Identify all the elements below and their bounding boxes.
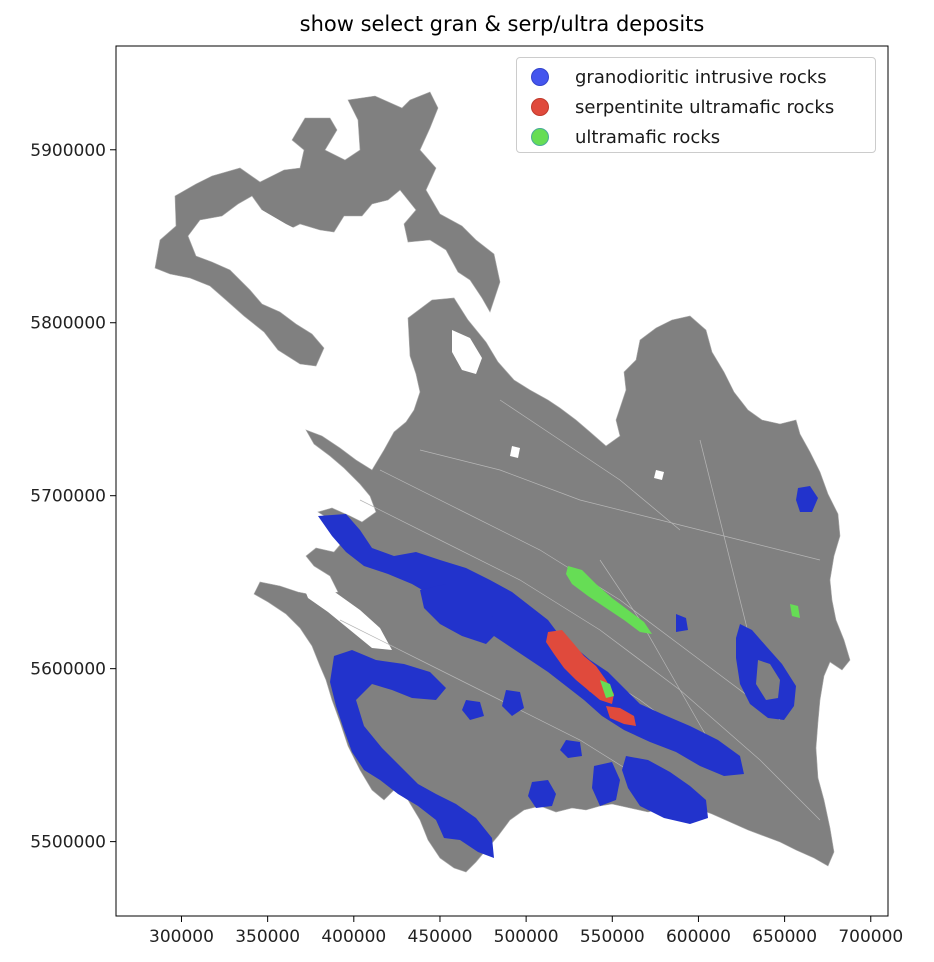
legend-marker-granodioritic [531, 68, 549, 86]
legend-item-serpentinite: serpentinite ultramafic rocks [517, 92, 875, 122]
x-tick-label: 300000 [149, 927, 214, 947]
legend-label: granodioritic intrusive rocks [575, 66, 827, 88]
x-tick-label: 700000 [838, 927, 903, 947]
legend-marker-serpentinite [531, 98, 549, 116]
x-tick-label: 550000 [580, 927, 645, 947]
granodioritic-polygon [462, 700, 484, 720]
y-axis: 5500000 5600000 5700000 5800000 5900000 [30, 141, 116, 853]
granodioritic-polygon [528, 780, 556, 808]
granodioritic-layer [318, 486, 818, 858]
northwest-landmass [154, 91, 501, 367]
ultramafic-polygon [600, 680, 614, 698]
legend: granodioritic intrusive rocks serpentini… [516, 57, 876, 153]
y-tick-label: 5800000 [30, 314, 106, 334]
granodioritic-polygon [560, 740, 582, 758]
granodioritic-polygon [592, 762, 620, 806]
legend-label: serpentinite ultramafic rocks [575, 96, 835, 118]
serpentinite-polygon [582, 672, 600, 692]
x-tick-label: 500000 [494, 927, 559, 947]
granodioritic-polygon [330, 650, 494, 858]
x-tick-label: 400000 [321, 927, 386, 947]
y-tick-label: 5500000 [30, 833, 106, 853]
x-tick-label: 450000 [408, 927, 473, 947]
y-tick-label: 5900000 [30, 141, 106, 161]
granodioritic-polygon [796, 486, 818, 512]
map-title: show select gran & serp/ultra deposits [299, 12, 705, 36]
legend-marker-ultramafic [531, 128, 549, 146]
legend-item-granodioritic: granodioritic intrusive rocks [517, 62, 875, 92]
y-tick-label: 5700000 [30, 487, 106, 507]
granodioritic-polygon [622, 756, 708, 824]
ultramafic-layer [566, 566, 800, 698]
granodioritic-polygon [676, 614, 688, 632]
y-tick-label: 5600000 [30, 660, 106, 680]
legend-item-ultramafic: ultramafic rocks [517, 122, 875, 152]
serpentinite-polygon [606, 706, 636, 726]
serpentinite-layer [546, 630, 636, 726]
granodioritic-polygon [502, 690, 524, 716]
x-tick-label: 350000 [235, 927, 300, 947]
granodioritic-polygon [318, 514, 744, 776]
legend-label: ultramafic rocks [575, 126, 721, 148]
ultramafic-polygon [566, 566, 652, 634]
granodioritic-polygon [420, 584, 500, 644]
base-geology-layer [154, 91, 851, 873]
x-tick-label: 600000 [666, 927, 731, 947]
x-axis: 300000 350000 400000 450000 500000 550000 6000… [149, 916, 903, 947]
ultramafic-polygon [790, 604, 800, 618]
main-landmass [253, 297, 851, 873]
x-tick-label: 650000 [752, 927, 817, 947]
